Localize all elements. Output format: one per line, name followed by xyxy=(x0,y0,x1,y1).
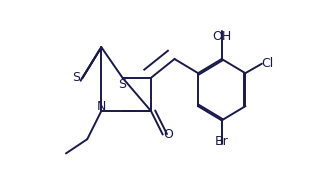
Text: N: N xyxy=(97,100,106,113)
Text: S: S xyxy=(118,78,127,92)
Text: S: S xyxy=(73,71,81,84)
Text: OH: OH xyxy=(212,30,231,43)
Text: O: O xyxy=(164,128,173,141)
Text: Cl: Cl xyxy=(262,57,274,70)
Text: Br: Br xyxy=(215,135,228,148)
